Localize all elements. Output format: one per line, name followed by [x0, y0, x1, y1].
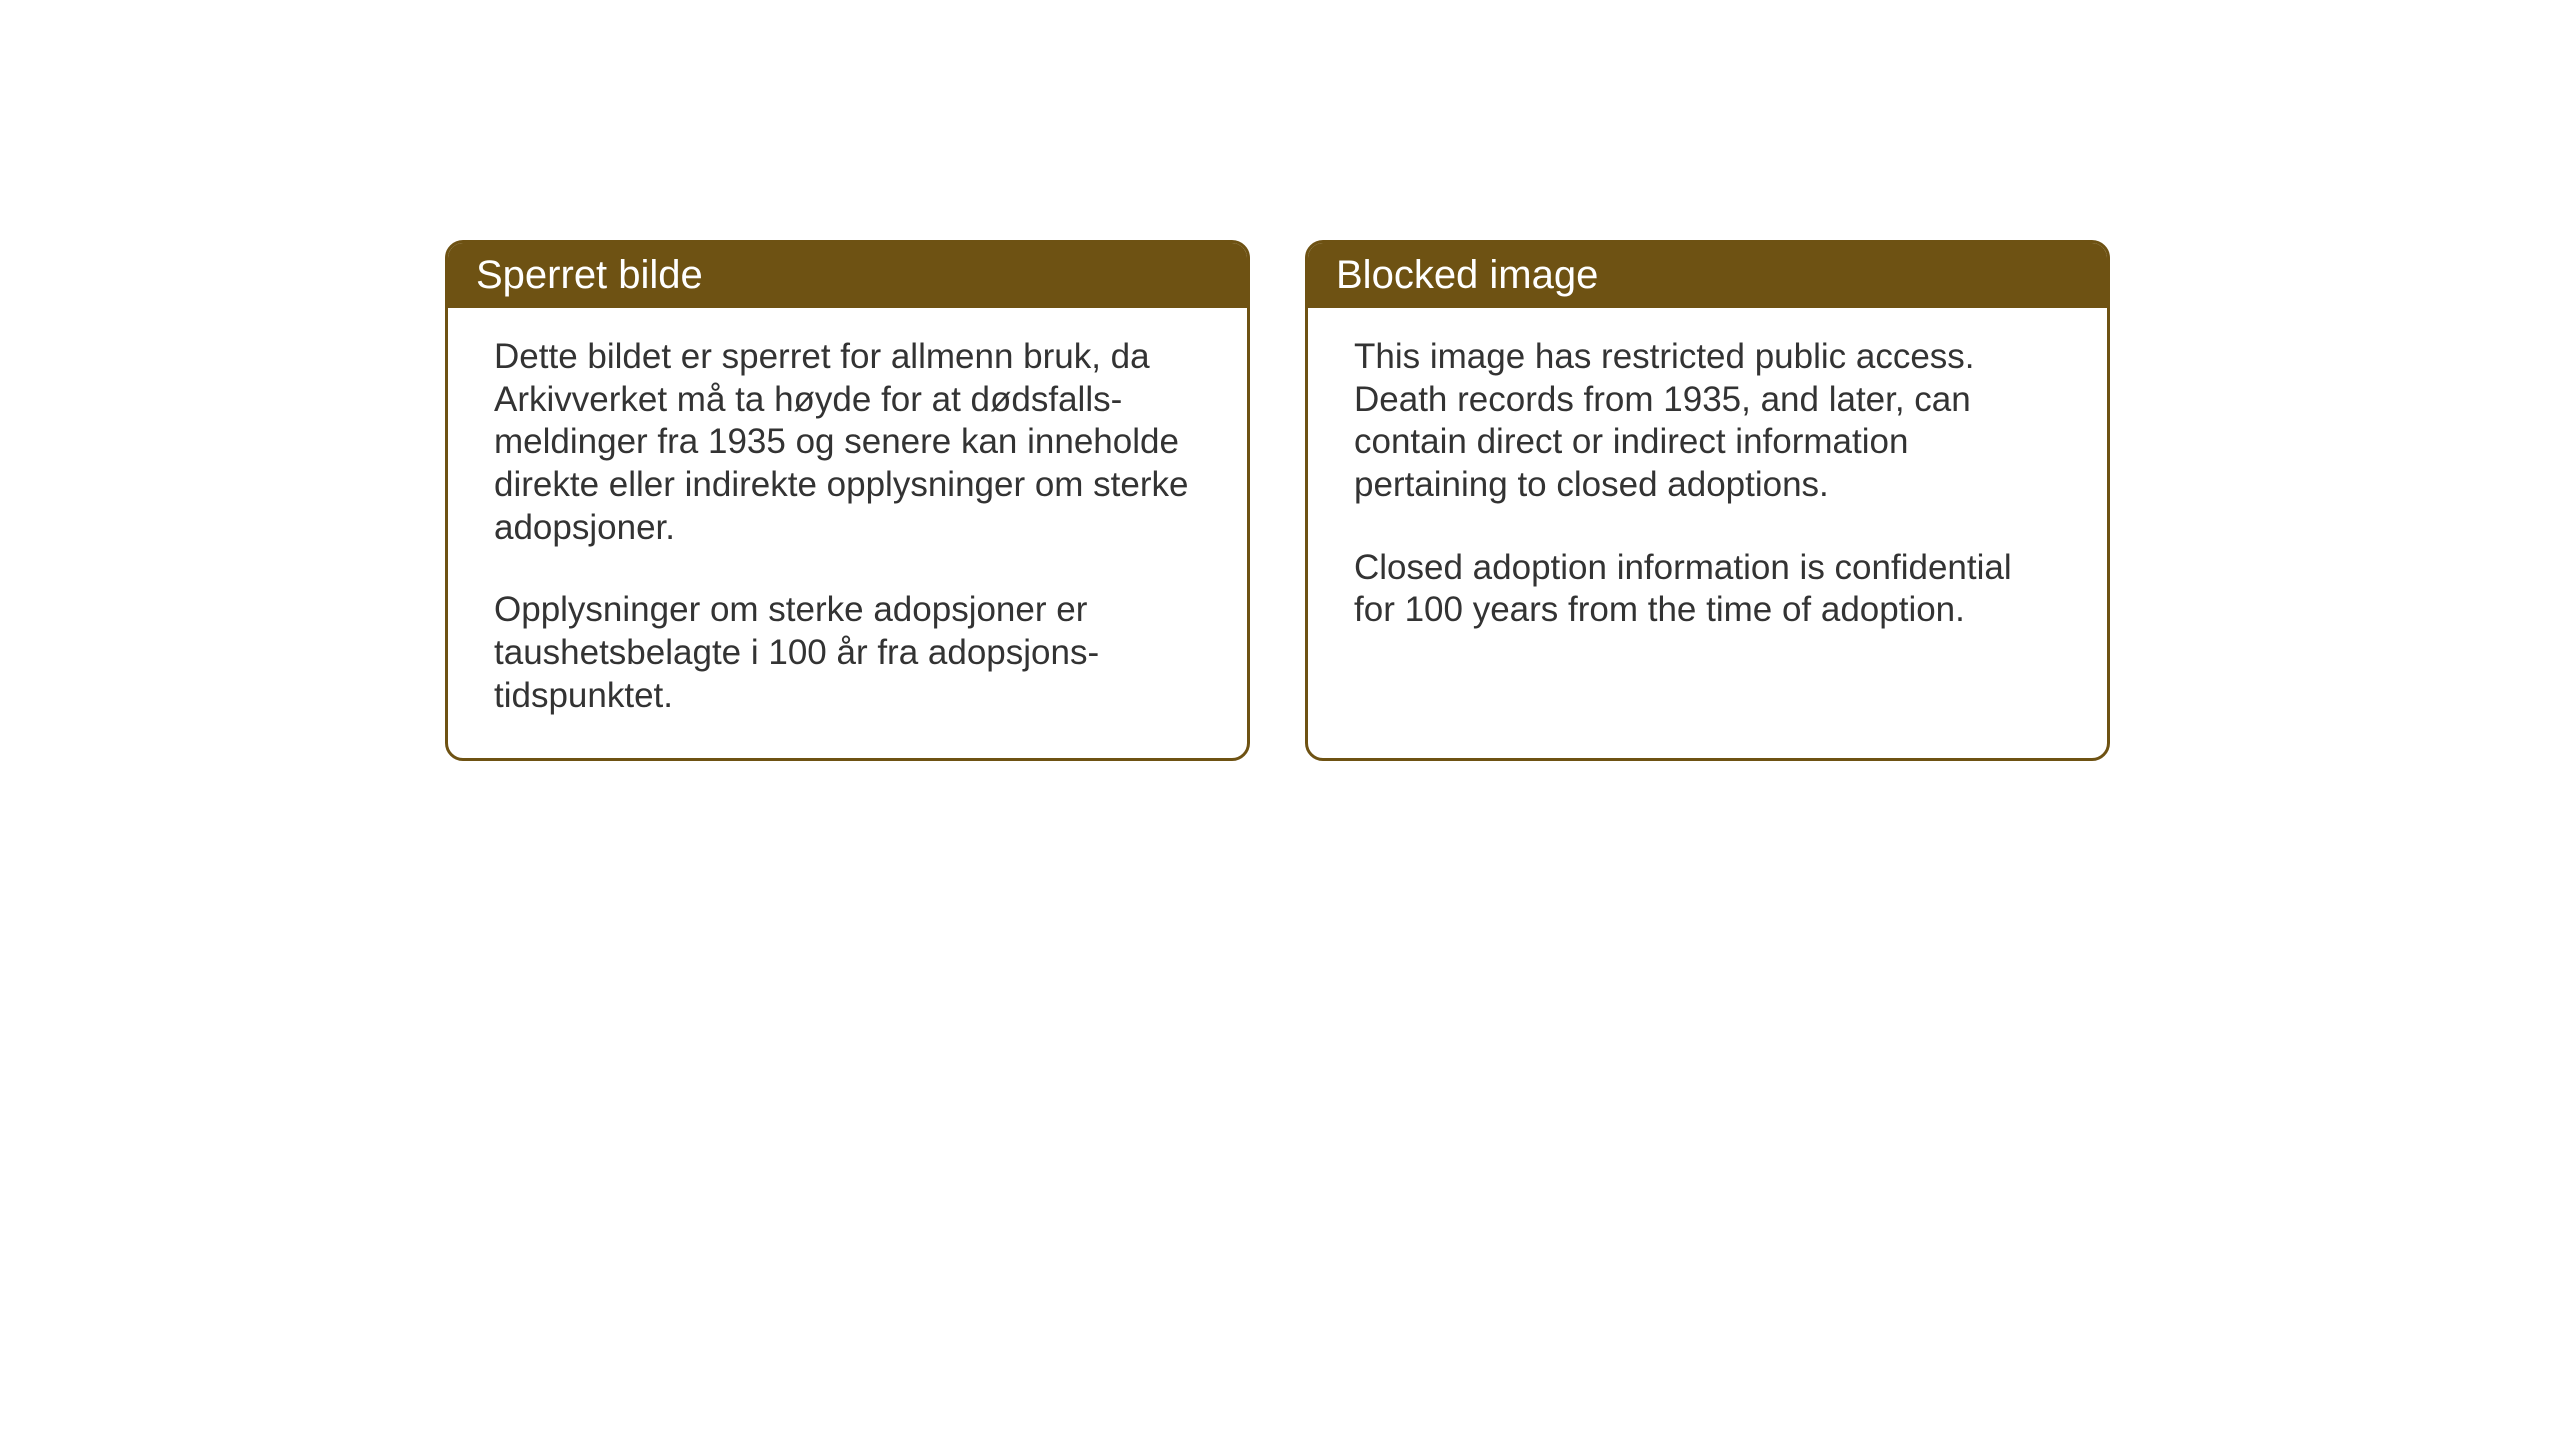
card-body-english: This image has restricted public access.…: [1308, 308, 2107, 672]
paragraph-english-1: This image has restricted public access.…: [1354, 336, 2061, 507]
card-header-norwegian: Sperret bilde: [448, 243, 1247, 308]
card-body-norwegian: Dette bildet er sperret for allmenn bruk…: [448, 308, 1247, 758]
paragraph-norwegian-1: Dette bildet er sperret for allmenn bruk…: [494, 336, 1201, 549]
card-header-english: Blocked image: [1308, 243, 2107, 308]
paragraph-norwegian-2: Opplysninger om sterke adopsjoner er tau…: [494, 589, 1201, 717]
card-english: Blocked image This image has restricted …: [1305, 240, 2110, 761]
notice-container: Sperret bilde Dette bildet er sperret fo…: [445, 240, 2560, 761]
paragraph-english-2: Closed adoption information is confident…: [1354, 547, 2061, 632]
card-norwegian: Sperret bilde Dette bildet er sperret fo…: [445, 240, 1250, 761]
